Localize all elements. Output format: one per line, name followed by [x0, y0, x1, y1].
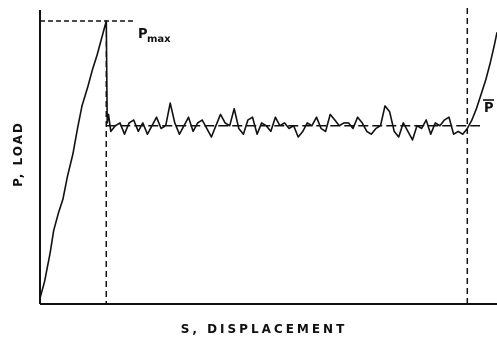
load-curve-series-1 [39, 20, 497, 299]
pmax-subscript: max [147, 34, 171, 45]
axes-layer [39, 10, 497, 305]
labels-layer: P max P P, LOAD S, DISPLACEMENT [11, 27, 494, 336]
pmean-symbol: P [484, 101, 494, 116]
pmax-symbol: P [138, 27, 148, 42]
x-axis-label: S, DISPLACEMENT [181, 322, 348, 336]
series-layer [39, 20, 497, 299]
y-axis-label: P, LOAD [11, 121, 25, 187]
